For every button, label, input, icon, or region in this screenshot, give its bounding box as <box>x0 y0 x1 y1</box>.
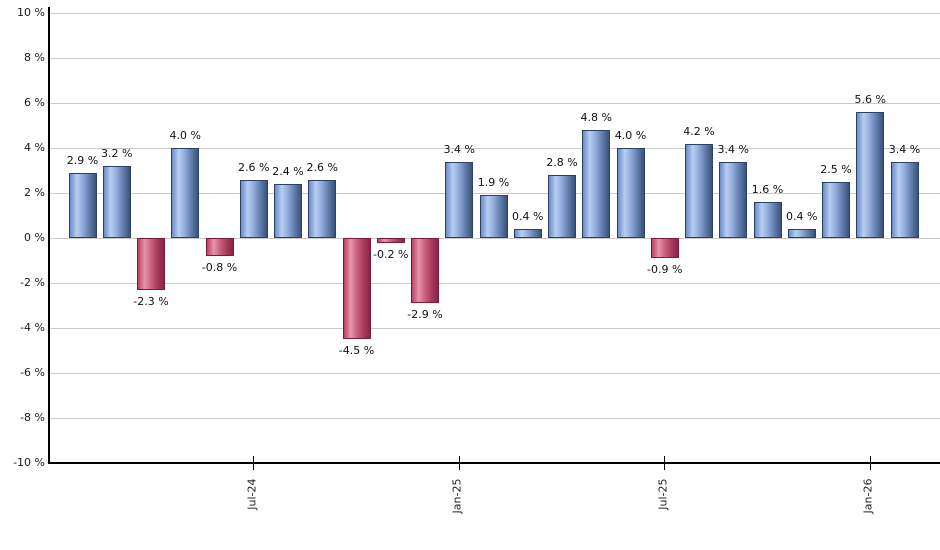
bar-nov-25 <box>787 229 816 238</box>
gridline--2 <box>48 283 940 284</box>
gridline--6 <box>48 373 940 374</box>
bar-jul-24 <box>239 179 268 238</box>
y-tick-label: -8 % <box>20 411 45 424</box>
bar-value-label: 0.4 % <box>786 210 818 223</box>
y-tick-label: 4 % <box>24 141 45 154</box>
gridline-4 <box>48 148 940 149</box>
bar-jan-25 <box>445 161 474 238</box>
x-tick-jul-24 <box>253 456 255 470</box>
bar-mar-25 <box>513 229 542 238</box>
bar-value-label: 2.4 % <box>272 165 304 178</box>
gridline--4 <box>48 328 940 329</box>
bar-value-label: 4.0 % <box>614 129 647 142</box>
bar-value-label: 3.4 % <box>888 142 921 156</box>
bar-value-label: 2.8 % <box>546 156 578 169</box>
bar-value-label: 2.6 % <box>238 160 270 174</box>
bar-value-label: -2.3 % <box>133 294 169 308</box>
y-tick-label: -10 % <box>13 456 45 469</box>
gridline-0 <box>48 238 940 239</box>
bar-value-label: 1.6 % <box>751 183 784 196</box>
bar-nov-24 <box>376 238 405 243</box>
y-tick-label: -2 % <box>20 276 45 289</box>
bar-value-label: 2.9 % <box>66 153 99 167</box>
y-axis-line <box>48 7 50 464</box>
bar-jul-25 <box>650 238 679 259</box>
bar-value-label: 2.5 % <box>820 162 852 176</box>
y-tick-label: 8 % <box>24 51 45 64</box>
bar-value-label: -2.9 % <box>407 308 443 322</box>
bar-aug-25 <box>685 143 713 238</box>
y-tick-label: -6 % <box>20 366 45 379</box>
bar-value-label: 1.9 % <box>477 176 510 190</box>
bar-value-label: 3.4 % <box>443 142 475 156</box>
gridline-8 <box>48 58 940 59</box>
y-tick-label: 0 % <box>24 231 45 244</box>
x-tick-label-jan-26: Jan-26 <box>861 478 875 513</box>
y-tick-label: 10 % <box>17 6 45 19</box>
gridline-2 <box>48 193 940 194</box>
bar-feb-26 <box>890 161 919 238</box>
bar-sep-25 <box>719 161 748 238</box>
bar-feb-24 <box>68 172 97 238</box>
bar-sep-24 <box>308 179 337 238</box>
gridline--8 <box>48 418 940 419</box>
bar-value-label: -0.2 % <box>373 247 409 261</box>
x-tick-label-jul-25: Jul-25 <box>656 478 670 510</box>
x-tick-jan-25 <box>458 456 460 470</box>
bar-apr-24 <box>137 238 165 290</box>
bar-apr-25 <box>548 175 576 238</box>
bar-value-label: 3.2 % <box>101 147 133 160</box>
bar-value-label: 5.6 % <box>854 93 886 106</box>
bar-value-label: 3.4 % <box>717 142 749 156</box>
y-tick-label: -4 % <box>20 321 45 334</box>
bar-feb-25 <box>479 195 508 238</box>
bar-value-label: -4.5 % <box>338 344 375 358</box>
bar-value-label: -0.8 % <box>201 261 238 274</box>
bar-dec-24 <box>411 238 439 304</box>
bar-mar-24 <box>102 166 131 238</box>
bar-value-label: 4.2 % <box>683 124 715 138</box>
bar-value-label: 2.6 % <box>306 160 338 174</box>
x-tick-label-jan-25: Jan-25 <box>450 478 464 513</box>
x-tick-jan-26 <box>869 456 871 470</box>
bar-jun-25 <box>616 148 645 238</box>
gridline-10 <box>48 13 940 14</box>
bar-may-24 <box>171 148 200 238</box>
x-tick-label-jul-24: Jul-24 <box>245 478 259 510</box>
x-tick-jul-25 <box>664 456 666 470</box>
bar-jan-26 <box>856 112 885 238</box>
y-tick-label: 6 % <box>24 96 45 109</box>
bar-dec-25 <box>822 181 850 238</box>
bar-value-label: -0.9 % <box>647 263 683 277</box>
y-tick-label: 2 % <box>24 186 45 199</box>
bar-value-label: 0.4 % <box>512 210 544 223</box>
bar-aug-24 <box>274 184 302 238</box>
bar-oct-25 <box>753 202 782 238</box>
bar-jun-24 <box>205 238 234 256</box>
bar-may-25 <box>582 130 611 238</box>
bar-value-label: 4.0 % <box>169 129 201 142</box>
x-axis-line <box>48 462 940 464</box>
bar-value-label: 4.8 % <box>580 111 612 124</box>
gridline-6 <box>48 103 940 104</box>
bar-oct-24 <box>342 238 371 340</box>
